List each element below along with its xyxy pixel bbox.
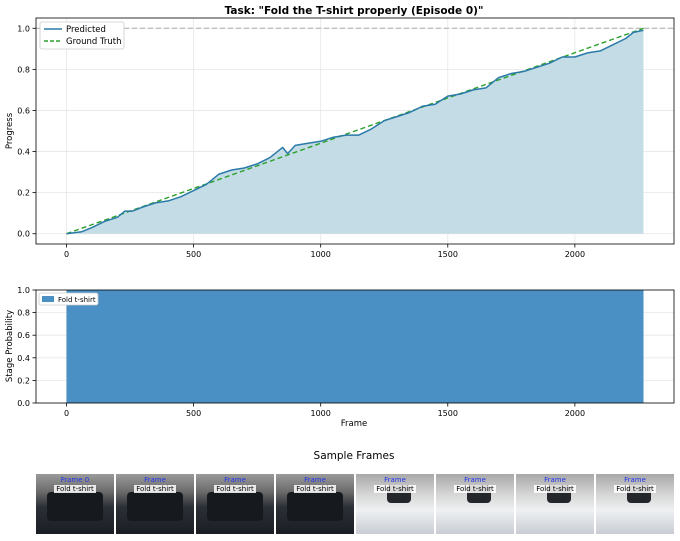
- progress-chart-title: Task: "Fold the T-shirt properly (Episod…: [225, 5, 484, 17]
- frame-stage-label: Fold t-shirt: [534, 485, 576, 493]
- sample-frame: Frame Fold t-shirt: [196, 474, 274, 534]
- ground-truth-line: [66, 27, 644, 235]
- sample-frames-title: Sample Frames: [314, 450, 395, 462]
- progress-y-axis-label: Progress: [5, 112, 15, 149]
- frame-stage-label: Fold t-shirt: [614, 485, 656, 493]
- y-tick-label: 0.2: [17, 376, 30, 385]
- x-tick-label: 500: [186, 250, 201, 259]
- x-tick-label: 0: [64, 409, 69, 418]
- frame-label: Frame: [624, 476, 646, 484]
- sample-frame: Frame Fold t-shirt: [516, 474, 594, 534]
- x-tick-label: 500: [186, 409, 201, 418]
- progress-plot: 0 500 1000 1500 2000 0.0 0.2 0.4 0.6 0.8 1.0 Predic…: [17, 17, 675, 259]
- frame-stage-label: Fold t-shirt: [54, 485, 96, 493]
- y-tick-label: 0.4: [17, 148, 30, 157]
- tshirt-image: [126, 492, 184, 521]
- frame-label: Frame: [544, 476, 566, 484]
- legend-stage-swatch: [42, 296, 54, 302]
- x-tick-label: 1000: [311, 250, 331, 259]
- frame-label: Frame 0: [60, 476, 90, 484]
- sample-frame: Frame Fold t-shirt: [596, 474, 674, 534]
- frame-label: Frame: [384, 476, 406, 484]
- sample-frame: Frame Fold t-shirt: [436, 474, 514, 534]
- y-tick-label: 1.0: [17, 24, 30, 33]
- y-tick-label: 0.6: [17, 106, 30, 115]
- progress-legend: Predicted Ground Truth: [39, 21, 125, 50]
- y-tick-label: 0.8: [17, 65, 30, 74]
- frame-stage-label: Fold t-shirt: [454, 485, 496, 493]
- y-tick-label: 0.0: [17, 230, 30, 239]
- legend-ground-truth-label: Ground Truth: [66, 37, 122, 47]
- stage-x-axis-label: Frame: [341, 419, 367, 429]
- tshirt-image: [206, 492, 264, 521]
- x-tick-label: 1500: [438, 250, 458, 259]
- x-tick-label: 1500: [438, 409, 458, 418]
- y-tick-label: 1.0: [17, 286, 30, 295]
- y-tick-label: 0.6: [17, 331, 30, 340]
- y-tick-label: 0.4: [17, 354, 30, 363]
- tshirt-image: [46, 492, 104, 521]
- stage-y-axis-label: Stage Probability: [5, 310, 15, 382]
- legend-stage-label: Fold t-shirt: [58, 296, 96, 304]
- sample-frame: Frame Fold t-shirt: [116, 474, 194, 534]
- plot-frame: [35, 17, 675, 245]
- predicted-line: [66, 29, 644, 235]
- x-tick-label: 1000: [311, 409, 331, 418]
- y-tick-label: 0.2: [17, 189, 30, 198]
- stage-plot: 0 500 1000 1500 2000 0.0 0.2 0.4 0.6 0.8 1.0 Fold t…: [17, 286, 675, 418]
- stage-legend: Fold t-shirt: [38, 292, 99, 306]
- sample-frames-strip: Frame 0 Fold t-shirt Frame Fold t-shirt Fr…: [36, 474, 674, 534]
- sample-frame: Frame Fold t-shirt: [356, 474, 434, 534]
- x-tick-label: 2000: [565, 409, 585, 418]
- frame-stage-label: Fold t-shirt: [134, 485, 176, 493]
- frame-label: Frame: [304, 476, 326, 484]
- x-tick-label: 0: [64, 250, 69, 259]
- sample-frame: Frame Fold t-shirt: [276, 474, 354, 534]
- frame-label: Frame: [464, 476, 486, 484]
- frame-stage-label: Fold t-shirt: [294, 485, 336, 493]
- frame-stage-label: Fold t-shirt: [214, 485, 256, 493]
- sample-frame: Frame 0 Fold t-shirt: [36, 474, 114, 534]
- tshirt-image: [286, 492, 344, 521]
- y-tick-label: 0.0: [17, 399, 30, 408]
- plot-frame: [35, 289, 675, 404]
- frame-label: Frame: [224, 476, 246, 484]
- stage-area-fold-tshirt: [66, 290, 644, 403]
- legend-predicted-label: Predicted: [66, 25, 106, 35]
- x-tick-label: 2000: [565, 250, 585, 259]
- y-tick-label: 0.8: [17, 309, 30, 318]
- frame-label: Frame: [144, 476, 166, 484]
- frame-stage-label: Fold t-shirt: [374, 485, 416, 493]
